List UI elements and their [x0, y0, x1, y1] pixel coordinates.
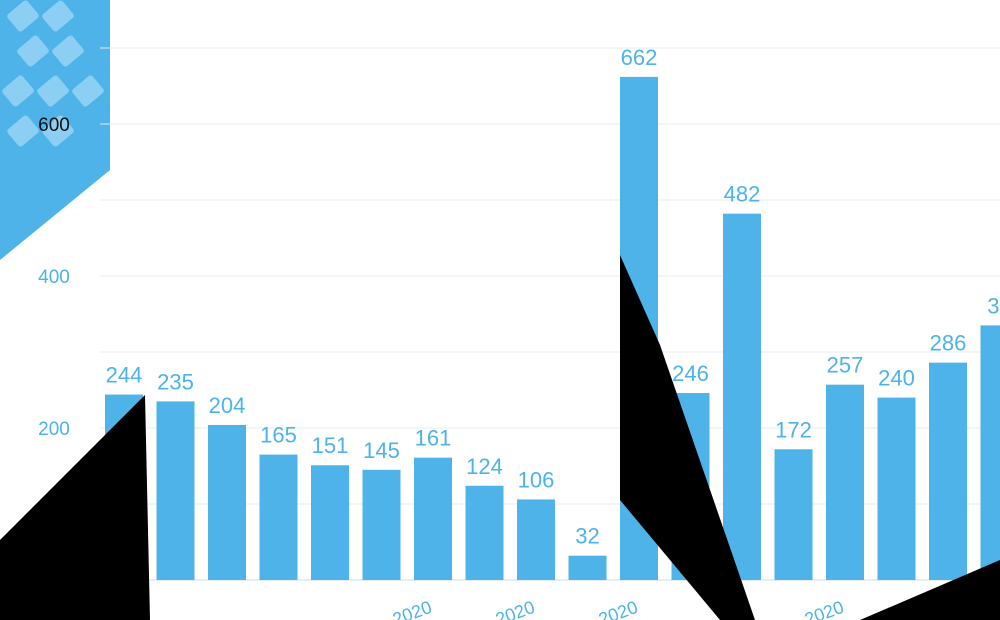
- x-tick-label: 2020: [493, 597, 537, 620]
- keyboard-photo-decoration: [0, 0, 110, 260]
- bar-data-label: 124: [466, 454, 503, 479]
- bar: [208, 424, 246, 580]
- bar-data-label: 286: [930, 331, 967, 356]
- bar-data-label: 240: [878, 366, 915, 391]
- bar-data-label: 204: [209, 393, 246, 418]
- bar: [929, 362, 967, 580]
- bar-data-label: 257: [827, 353, 864, 378]
- bar-data-label: 244: [106, 363, 143, 388]
- overlay-shape: [860, 560, 1000, 620]
- y-tick-label: 400: [38, 267, 70, 288]
- bar: [826, 384, 864, 580]
- bar-data-label: 165: [260, 423, 297, 448]
- x-tick-label: 2020: [390, 597, 434, 620]
- x-tick-label: 2020: [802, 597, 846, 620]
- bar: [465, 485, 504, 580]
- overlay-shape: [0, 395, 150, 620]
- bar-data-label: 662: [621, 45, 658, 70]
- y-tick-label: 600: [38, 115, 70, 136]
- bar: [568, 555, 607, 580]
- bar-data-label: 246: [672, 361, 709, 386]
- bar: [259, 454, 298, 580]
- bar-data-label: 172: [775, 417, 812, 442]
- bar-data-label: 161: [415, 426, 452, 451]
- bar-data-label: 145: [363, 438, 400, 463]
- bar-data-label: 151: [312, 433, 349, 458]
- overlay-shape: [620, 255, 755, 620]
- bar: [362, 469, 401, 580]
- bar-data-label: 482: [724, 182, 761, 207]
- y-tick-label: 200: [38, 419, 70, 440]
- bar: [723, 213, 761, 580]
- bar: [517, 499, 555, 580]
- bar-data-label: 106: [518, 467, 555, 492]
- bar: [877, 397, 916, 580]
- bar: [414, 457, 452, 580]
- bar: [156, 401, 195, 580]
- bar-data-label: 235: [157, 369, 194, 394]
- x-tick-label: 2020: [596, 597, 640, 620]
- bar: [311, 465, 349, 580]
- bar-data-label: 33: [987, 293, 1000, 318]
- bar: [980, 325, 1000, 580]
- bar: [774, 449, 813, 580]
- bar-data-label: 32: [575, 524, 599, 549]
